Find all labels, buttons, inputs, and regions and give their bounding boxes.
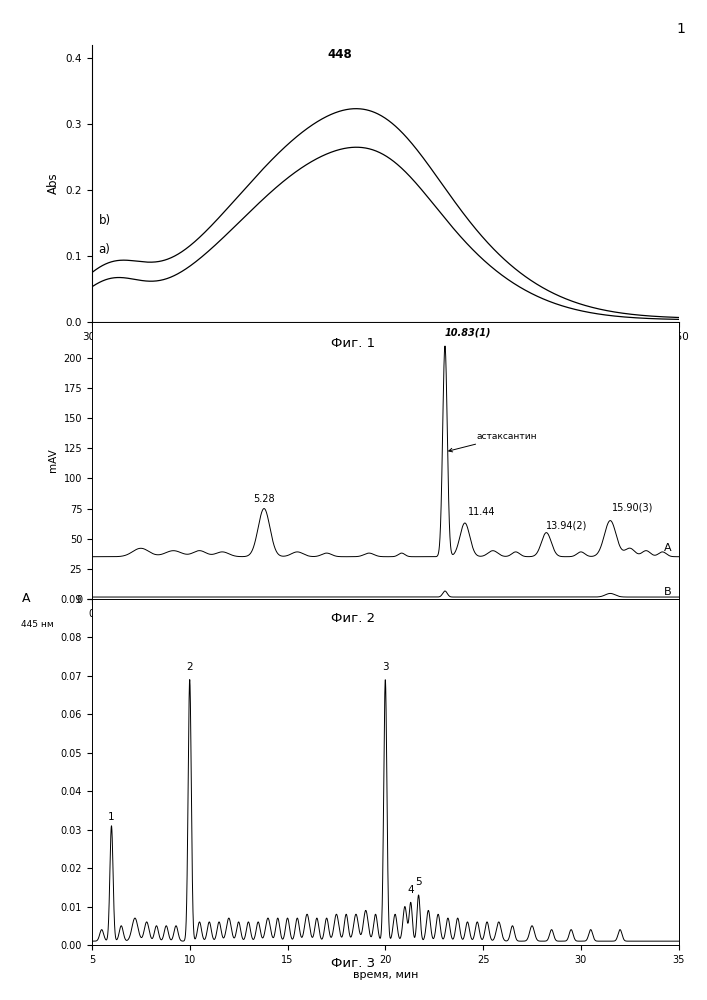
Text: 2: 2: [187, 662, 193, 672]
Text: b): b): [98, 214, 111, 227]
X-axis label: время, мин: время, мин: [353, 970, 418, 980]
Text: 4: 4: [407, 885, 414, 895]
Text: 13.94(2): 13.94(2): [547, 520, 588, 530]
Text: 448: 448: [327, 48, 352, 61]
Text: B: B: [664, 587, 672, 597]
Text: Фиг. 1: Фиг. 1: [332, 337, 375, 350]
Text: A: A: [664, 543, 672, 553]
Text: Фиг. 2: Фиг. 2: [332, 612, 375, 625]
Text: 5: 5: [415, 877, 422, 887]
Text: 3: 3: [382, 662, 389, 672]
Y-axis label: Abs: Abs: [47, 173, 60, 194]
Text: 445 нм: 445 нм: [21, 620, 54, 629]
Text: Фиг. 3: Фиг. 3: [332, 957, 375, 970]
Text: 1: 1: [677, 22, 686, 36]
Text: астаксантин: астаксантин: [449, 432, 537, 452]
Y-axis label: mAV: mAV: [48, 449, 58, 472]
X-axis label: мин: мин: [374, 624, 397, 634]
Text: 10.83(1): 10.83(1): [445, 328, 491, 338]
Text: 5.28: 5.28: [253, 494, 275, 504]
X-axis label: Wavelength, nm: Wavelength, nm: [337, 347, 433, 360]
Text: a): a): [98, 243, 110, 256]
Text: 11.44: 11.44: [469, 507, 496, 517]
Text: 15.90(3): 15.90(3): [612, 502, 653, 512]
Text: A: A: [21, 592, 30, 605]
Text: 1: 1: [108, 812, 115, 822]
